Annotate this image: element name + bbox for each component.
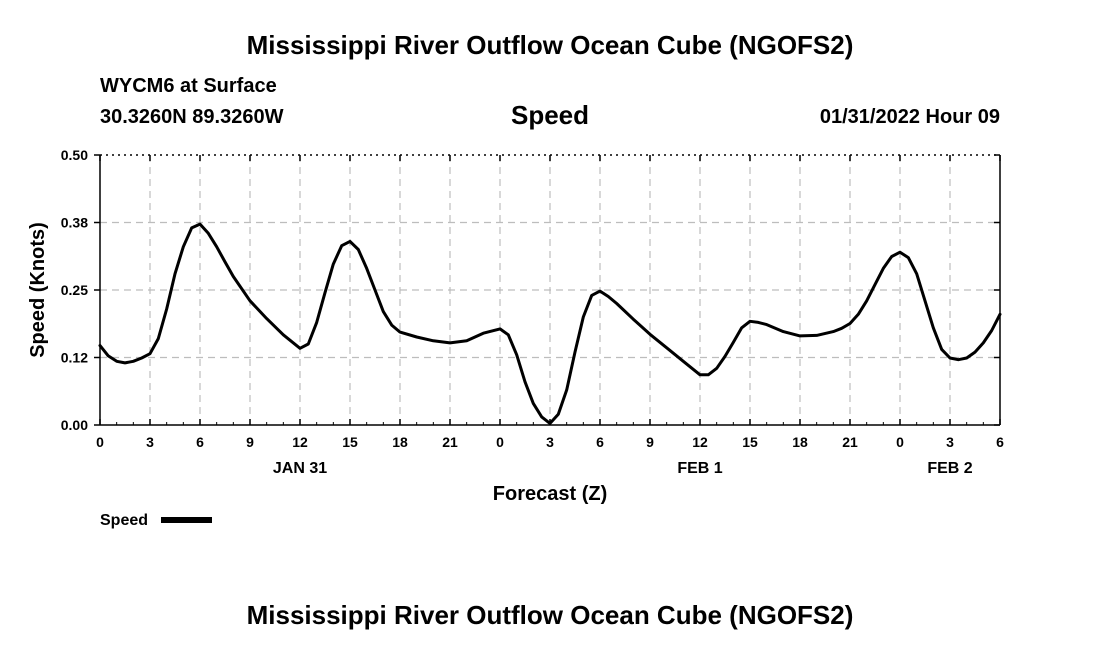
- forecast-datetime: 01/31/2022 Hour 09: [819, 106, 1000, 128]
- x-tick-label: 18: [792, 434, 808, 450]
- date-label: FEB 2: [927, 460, 972, 477]
- x-tick-label: 6: [196, 434, 204, 450]
- x-tick-label: 0: [96, 434, 104, 450]
- date-label: JAN 31: [273, 460, 327, 477]
- x-tick-label: 18: [392, 434, 408, 450]
- data-layer: [98, 222, 1002, 425]
- footer-title: Mississippi River Outflow Ocean Cube (NG…: [246, 600, 854, 630]
- x-tick-label: 9: [646, 434, 654, 450]
- x-tick-label: 0: [896, 434, 904, 450]
- x-tick-label: 15: [742, 434, 758, 450]
- date-label: FEB 1: [677, 460, 722, 477]
- chart-title: Mississippi River Outflow Ocean Cube (NG…: [246, 30, 854, 60]
- station-label: WYCM6 at Surface: [100, 75, 277, 97]
- x-tick-label: 12: [292, 434, 308, 450]
- x-tick-label: 21: [442, 434, 458, 450]
- y-tick-label: 0.38: [61, 215, 88, 231]
- axis-ticks: 0 3 6 9 12 15 18 21 0 3 6 9 12 15 18 21 0 3 6 0.00 0.12 0.25 0…: [61, 147, 1004, 477]
- x-tick-label: 3: [946, 434, 954, 450]
- x-tick-label: 12: [692, 434, 708, 450]
- x-tick-label: 9: [246, 434, 254, 450]
- x-tick-label: 3: [146, 434, 154, 450]
- legend-label-speed: Speed: [100, 512, 148, 529]
- x-tick-label: 15: [342, 434, 358, 450]
- x-tick-label: 21: [842, 434, 858, 450]
- x-axis-label: Forecast (Z): [493, 483, 607, 505]
- x-tick-label: 0: [496, 434, 504, 450]
- x-tick-label: 3: [546, 434, 554, 450]
- y-tick-label: 0.00: [61, 417, 88, 433]
- y-tick-label: 0.12: [61, 350, 88, 366]
- variable-title: Speed: [510, 100, 590, 130]
- series-line-speed: [98, 222, 1002, 425]
- y-tick-label: 0.50: [61, 147, 88, 163]
- x-tick-label: 6: [596, 434, 604, 450]
- grid-lines: [100, 155, 1000, 425]
- legend: Speed: [100, 512, 212, 529]
- y-axis-label: Speed (Knots): [27, 222, 49, 358]
- y-tick-label: 0.25: [61, 282, 88, 298]
- station-coordinates: 30.3260N 89.3260W: [100, 106, 284, 128]
- x-tick-label: 6: [996, 434, 1004, 450]
